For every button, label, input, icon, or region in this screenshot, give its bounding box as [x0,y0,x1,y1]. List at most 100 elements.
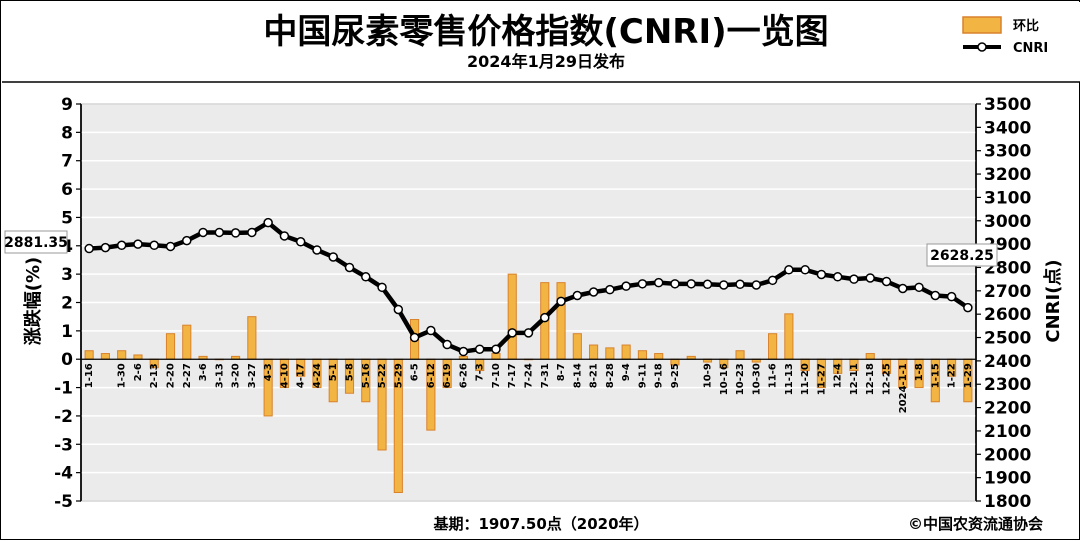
right-tick-label: 3000 [984,212,1031,232]
x-tick-label: 7-3 [475,363,486,381]
x-tick-label: 12-25 [882,363,893,395]
bar [182,324,192,360]
chart-title: 中国尿素零售价格指数(CNRI)一览图 [263,12,828,52]
x-tick-label: 2-6 [133,363,144,381]
right-tick-label: 2200 [984,399,1031,419]
bar [589,344,599,360]
footer-base: 基期：1907.50点（2020年） [432,515,648,533]
x-tick-label: 8-28 [605,363,616,388]
x-tick-label: 12-4 [833,363,844,388]
right-tick-label: 3200 [984,165,1031,185]
left-tick-label: 9 [61,95,73,115]
left-tick-label: 2 [61,294,73,314]
bar [84,350,94,360]
bar [165,333,176,360]
cnri-point [442,339,452,350]
x-tick-label: 4-10 [279,363,290,388]
x-tick-label: 1-29 [963,363,974,388]
legend-bar-label: 环比 [1013,18,1039,34]
cnri-point [393,304,404,315]
bar [637,350,647,360]
cnri-point [540,312,550,323]
cnri-point [507,328,517,338]
x-tick-label: 9-18 [654,363,665,388]
cnri-point [784,265,794,275]
left-tick-label: -3 [54,435,73,455]
cnri-point [491,344,501,354]
x-tick-label: 9-11 [637,363,648,388]
x-tick-label: 11-27 [816,363,827,395]
x-tick-label: 1-16 [84,363,95,388]
cnri-point [133,239,143,249]
x-tick-label: 1-22 [947,363,958,388]
cnri-point [214,227,225,238]
cnri-point [914,282,924,293]
x-tick-label: 3-6 [198,363,209,381]
x-tick-label: 2-20 [166,363,177,388]
x-axis-ticks: 1-16 1-30 2-6 2-13 2-20 2-27 3-6 3-13 3-20 3-27 4-… [84,363,974,413]
cnri-point [702,279,713,290]
right-tick-label: 3400 [984,118,1031,138]
bar [768,333,778,360]
left-tick-label: -4 [54,464,73,484]
cnri-point [474,344,485,354]
x-tick-label: 9-25 [670,363,681,388]
legend: 环比 CNRI [962,16,1048,56]
footer-source: ©中国农资流通协会 [908,515,1043,533]
cnri-point [116,240,127,251]
x-tick-label: 9-4 [621,363,632,381]
cnri-point [377,282,387,293]
bar [865,353,875,360]
cnri-point [930,290,941,301]
x-tick-label: 6-12 [426,363,437,388]
cnri-point [198,227,208,238]
left-axis-label: 涨跌幅(%) [22,257,44,346]
x-tick-label: 10-30 [751,363,762,395]
right-axis-label: CNRI(点) [1042,259,1064,342]
cnri-point [719,280,729,290]
x-tick-label: 11-13 [784,363,795,395]
right-tick-label: 3500 [984,95,1031,115]
x-tick-label: 11-20 [800,363,811,395]
x-tick-label: 11-6 [768,363,779,388]
x-tick-label: 5-29 [393,363,404,388]
cnri-point [328,252,338,262]
end-callout-box [926,243,998,267]
cnri-point [572,290,583,301]
cnri-point [279,231,290,241]
cnri-point [523,328,534,338]
x-tick-label: 6-26 [458,363,469,388]
left-axis: -5-4-3-2-10123456789 [54,95,82,512]
right-tick-label: 2100 [984,422,1031,442]
x-tick-label: 10-23 [735,363,746,395]
right-tick-label: 2000 [984,445,1031,465]
left-tick-label: -5 [54,492,73,512]
bar [556,282,566,360]
right-tick-label: 2400 [984,352,1031,372]
x-tick-label: 2024-1-1 [898,363,909,413]
x-tick-label: 5-8 [345,363,356,381]
cnri-point [182,235,192,246]
bar [247,316,257,360]
x-tick-label: 3-20 [231,363,242,388]
cnri-point [898,283,908,294]
cnri-point [605,284,615,295]
left-tick-label: -2 [54,407,73,427]
x-tick-label: 12-11 [849,363,860,395]
start-callout: 2881.35 [4,230,68,254]
cnri-point [816,269,827,280]
cnri-point [849,274,859,284]
bar [133,354,143,360]
right-tick-label: 2300 [984,375,1031,395]
legend-line-label: CNRI [1013,41,1048,56]
right-tick-label: 3100 [984,188,1031,208]
bar [735,350,745,360]
cnri-point [312,245,322,255]
x-tick-label: 5-16 [361,363,372,388]
left-tick-label: 3 [61,265,73,285]
cnri-point [247,227,257,238]
cnri-point [767,275,778,286]
cnri-point [946,291,957,302]
x-tick-label: 6-19 [442,363,453,388]
